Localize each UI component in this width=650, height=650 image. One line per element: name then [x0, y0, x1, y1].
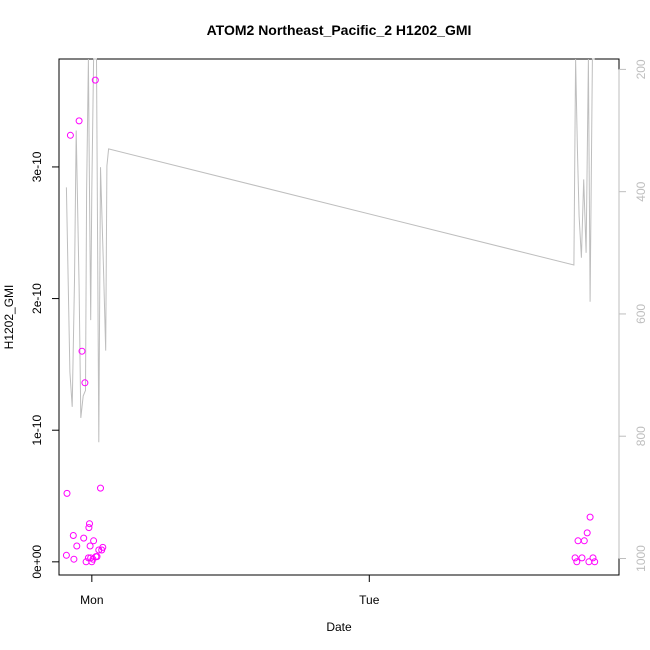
right-y-tick-label-0: 200: [634, 59, 648, 79]
data-point-26: [571, 554, 579, 562]
data-point-14: [86, 542, 94, 550]
data-point-31: [583, 529, 591, 537]
y-tick-label-2: 2e-10: [30, 283, 44, 314]
data-point-11: [84, 554, 92, 562]
depth-line: [65, 58, 595, 443]
right-y-axis: 200 400 600 800 1000: [618, 59, 648, 572]
right-y-tick-label-4: 1000: [634, 545, 648, 572]
chart-title: ATOM2 Northeast_Pacific_2 H1202_GMI: [207, 22, 472, 38]
plot-frame: [58, 58, 620, 576]
x-axis: Mon Tue: [80, 574, 380, 607]
data-point-29: [578, 554, 586, 562]
data-point-8: [80, 534, 88, 542]
y-tick-label-1: 1e-10: [30, 415, 44, 446]
y-tick-label-0: 0e+00: [30, 545, 44, 579]
concentration-point-series: [62, 76, 599, 566]
right-y-tick-label-1: 400: [634, 181, 648, 201]
data-point-12: [85, 524, 93, 532]
data-point-19: [91, 76, 99, 84]
data-point-9: [81, 379, 89, 387]
data-point-35: [591, 558, 599, 566]
data-point-30: [580, 537, 588, 545]
data-point-6: [75, 117, 83, 125]
data-point-25: [99, 543, 107, 551]
right-y-tick-label-2: 600: [634, 304, 648, 324]
y-axis: 0e+00 1e-10 2e-10 3e-10: [30, 151, 60, 579]
depth-line-series: [65, 58, 595, 443]
data-point-1: [62, 551, 70, 559]
data-point-4: [70, 555, 78, 563]
data-point-21: [93, 553, 101, 561]
y-tick-label-3: 3e-10: [30, 151, 44, 182]
data-point-7: [78, 347, 86, 355]
data-point-33: [586, 513, 594, 521]
data-point-5: [73, 542, 81, 550]
data-point-2: [66, 131, 74, 139]
data-point-23: [97, 484, 104, 492]
data-point-28: [574, 537, 582, 545]
data-point-27: [573, 558, 581, 566]
x-tick-label-1: Tue: [359, 593, 380, 607]
data-point-18: [90, 537, 98, 545]
y-axis-label: H1202_GMI: [2, 285, 16, 350]
x-axis-label: Date: [326, 620, 352, 634]
data-point-13: [86, 520, 93, 528]
right-y-tick-label-3: 800: [634, 426, 648, 446]
data-point-34: [589, 554, 597, 562]
data-point-0: [63, 489, 71, 497]
data-point-3: [69, 532, 77, 539]
x-tick-label-0: Mon: [80, 593, 103, 607]
